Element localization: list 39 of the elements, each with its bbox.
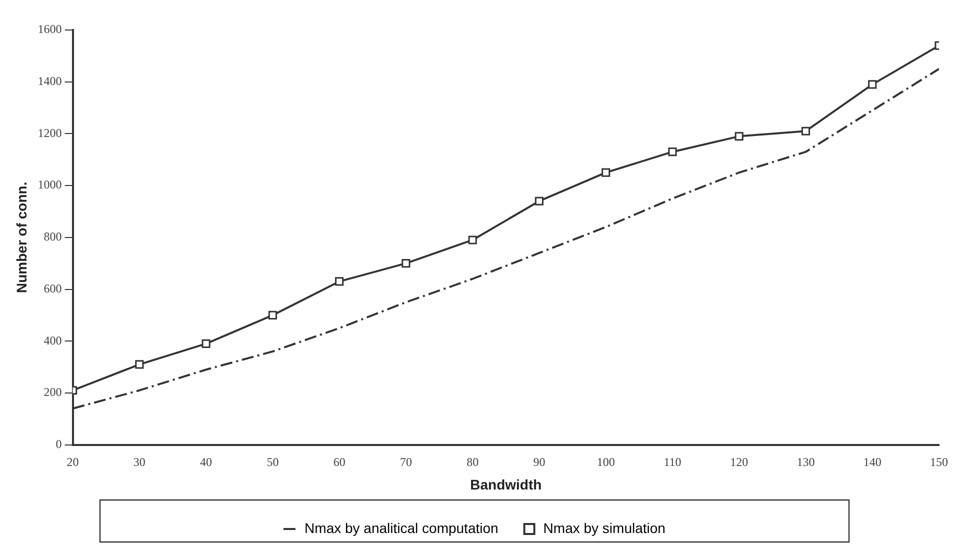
y-axis-title: Number of conn.: [13, 182, 30, 294]
point: [534, 196, 544, 206]
x-tick-label: 60: [333, 455, 346, 470]
x-tick-label: 100: [596, 455, 615, 470]
x-tick-label: 50: [266, 455, 279, 470]
y-tick-label: 0: [56, 436, 62, 451]
x-axis-title: Bandwidth: [470, 476, 542, 492]
legend-label: Nmax by simulation: [543, 520, 666, 536]
x-tick-label: 70: [400, 455, 412, 470]
x-tick-label: 40: [200, 455, 212, 470]
point: [335, 277, 344, 286]
x-tick-label: 90: [533, 455, 546, 470]
point: [135, 360, 144, 369]
point: [268, 310, 277, 320]
point: [801, 126, 810, 136]
x-tick-label: 80: [466, 455, 479, 470]
y-tick-label: 800: [44, 230, 62, 244]
point: [402, 259, 410, 268]
y-tick-label: 1400: [38, 74, 62, 88]
x-tick-label: 140: [863, 455, 882, 470]
point: [734, 132, 744, 141]
y-tick-label: 600: [44, 281, 62, 296]
x-tick-label: 110: [664, 455, 682, 470]
point: [468, 236, 477, 244]
x-tick-label: 130: [796, 455, 815, 470]
point: [868, 80, 877, 89]
y-tick-label: 200: [44, 385, 62, 400]
legend-label: Nmax by analitical computation: [304, 520, 498, 536]
point: [602, 168, 610, 177]
x-tick-label: 30: [133, 455, 146, 470]
y-tick-label: 400: [44, 333, 62, 348]
x-tick-label: 120: [730, 455, 748, 470]
y-tick-label: 1200: [38, 126, 62, 140]
point: [668, 148, 677, 156]
x-tick-label: 150: [930, 455, 948, 470]
y-tick-label: 1000: [38, 178, 62, 192]
y-tick-label: 1600: [38, 22, 62, 36]
point: [202, 339, 210, 348]
x-tick-label: 20: [66, 455, 79, 470]
